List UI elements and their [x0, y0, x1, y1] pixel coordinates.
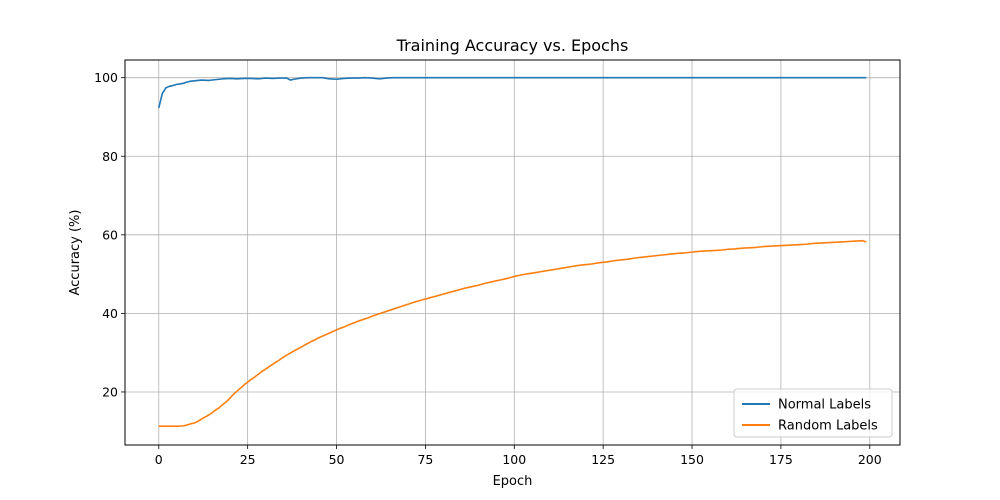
x-tick-label: 100 [502, 452, 526, 467]
series-line-normal-labels [157, 76, 867, 109]
plot-frame [124, 59, 901, 446]
x-tick-label: 0 [155, 452, 163, 467]
legend: Normal Labels Random Labels [733, 388, 893, 438]
legend-label-normal-labels: Normal Labels [778, 398, 871, 413]
y-tick-label: 20 [102, 384, 118, 399]
y-tick-label: 100 [94, 70, 118, 85]
y-tick-label: 40 [102, 306, 118, 321]
y-tick-label: 60 [102, 227, 118, 242]
x-tick-label: 175 [769, 452, 793, 467]
legend-label-random-labels: Random Labels [778, 419, 878, 434]
x-tick-label: 150 [680, 452, 704, 467]
y-axis-label: Accuracy (%) [68, 210, 83, 296]
y-tick-label: 80 [102, 149, 118, 164]
series-lines [157, 76, 867, 427]
x-tick-label: 75 [417, 452, 433, 467]
series-line-random-labels [158, 239, 867, 427]
chart-title: Training Accuracy vs. Epochs [396, 36, 629, 55]
x-tick-label: 125 [591, 452, 615, 467]
x-tick-label: 25 [240, 452, 256, 467]
x-tick-label: 200 [858, 452, 882, 467]
x-axis-label: Epoch [493, 474, 533, 489]
x-tick-label: 50 [329, 452, 345, 467]
axis-ticks: 0 25 50 75 100 125 150 175 200 20 40 60 80 100 [94, 70, 882, 467]
legend-box [733, 388, 893, 438]
